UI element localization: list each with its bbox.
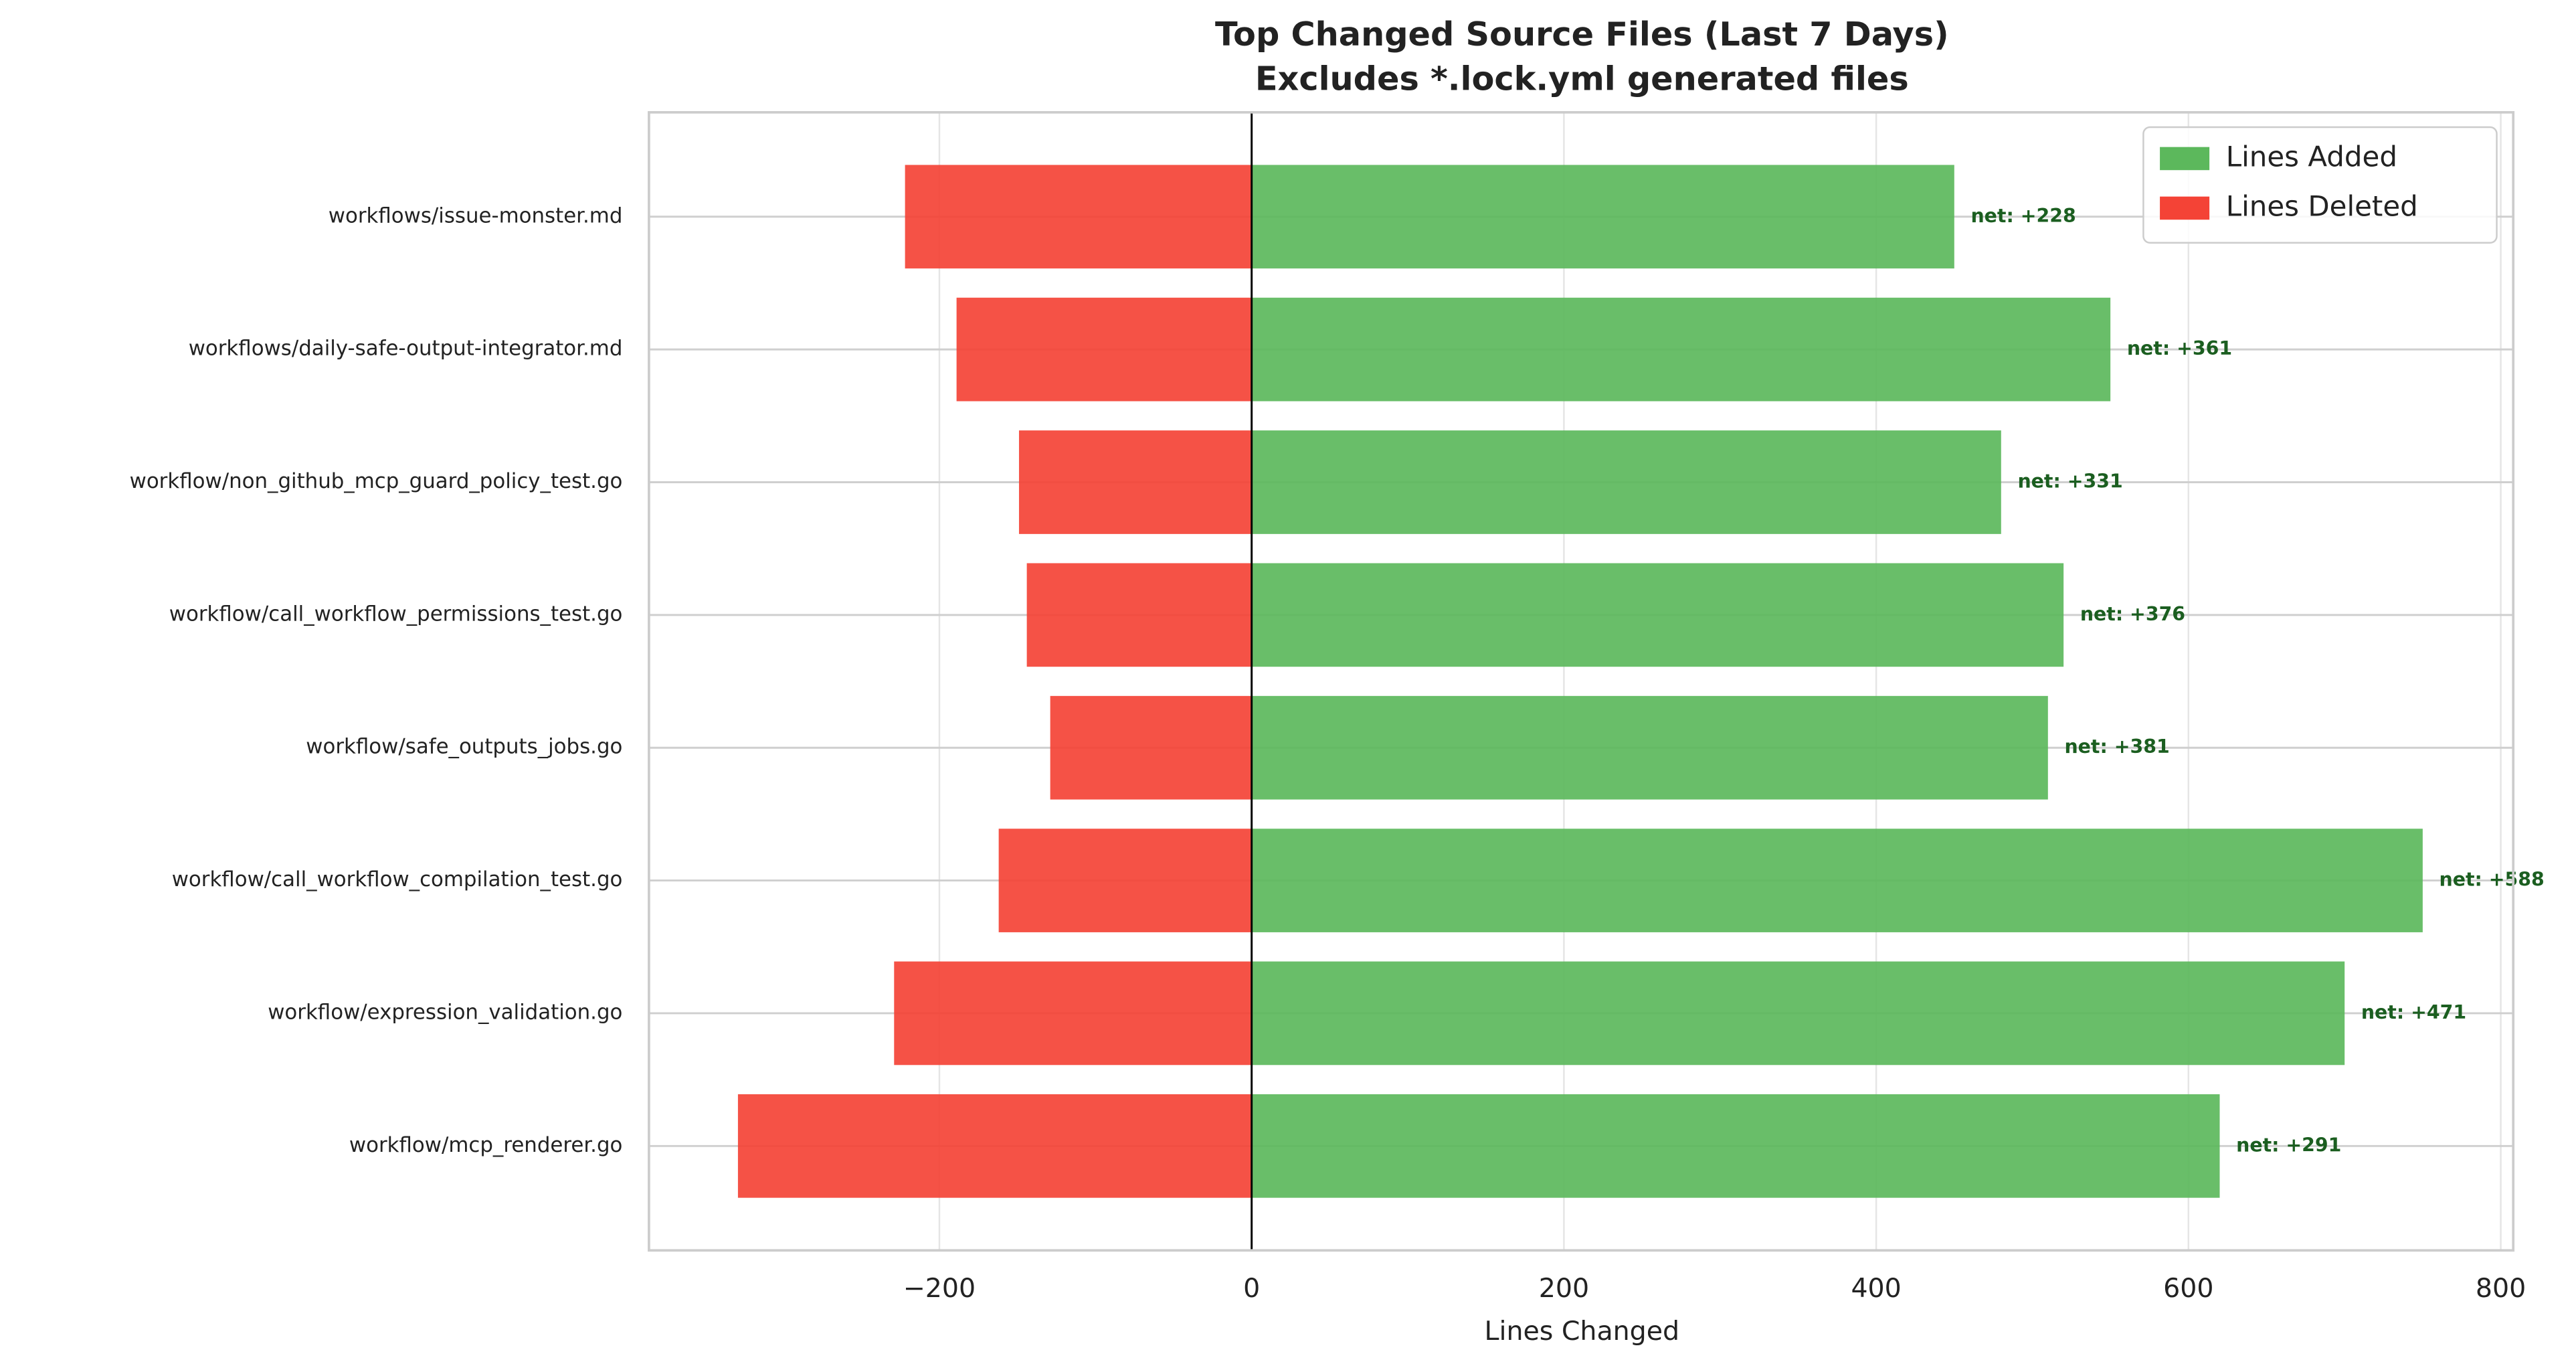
net-label: net: +381 [2064,736,2169,758]
y-tick-label: workflows/daily-safe-output-integrator.m… [189,337,623,361]
bar [1251,961,2345,1065]
x-tick-label: 200 [1539,1273,1589,1304]
net-label: net: +331 [2017,470,2122,492]
net-label: net: +228 [1970,205,2076,227]
x-axis-label: Lines Changed [1485,1316,1680,1347]
bar [1050,695,1252,800]
y-tick-label: workflow/safe_outputs_jobs.go [306,735,622,759]
bar [1251,430,2001,534]
net-label: net: +291 [2236,1134,2341,1156]
bar [1251,165,1954,269]
legend-swatch [2160,196,2210,220]
net-label: net: +588 [2440,869,2545,891]
net-label: net: +376 [2080,603,2185,625]
y-tick-label: workflows/issue-monster.md [329,203,623,228]
x-tick-label: 600 [2163,1273,2213,1304]
bar [956,297,1252,402]
legend-swatch [2160,147,2210,171]
bar [1026,563,1252,667]
bar [1251,1094,2220,1198]
bar [1251,829,2423,932]
chart-title: Top Changed Source Files (Last 7 Days) [1215,15,1949,54]
bar [737,1094,1252,1198]
plot-frame [648,110,2515,1252]
x-tick-label: 800 [2476,1273,2526,1304]
net-label: net: +471 [2361,1001,2466,1023]
y-tick-label: workflow/call_workflow_permissions_test.… [169,602,623,626]
x-tick-label: 0 [1243,1273,1260,1304]
chart-subtitle: Excludes *.lock.yml generated files [1255,59,1909,98]
y-tick-label: workflow/call_workflow_compilation_test.… [172,867,623,891]
x-tick-label: 400 [1851,1273,1901,1304]
bar [998,829,1252,932]
bar [1018,430,1252,534]
legend-label: Lines Deleted [2226,189,2418,222]
legend-box [2142,126,2498,244]
y-tick-label: workflow/non_github_mcp_guard_policy_tes… [130,469,623,493]
bar [1251,695,2048,800]
bar [1251,297,2111,402]
bar [894,961,1252,1065]
legend-label: Lines Added [2226,140,2397,173]
net-label: net: +361 [2127,337,2232,359]
x-tick-label: −200 [903,1273,976,1304]
y-tick-label: workflow/expression_validation.go [268,1000,622,1024]
bar [905,165,1252,269]
bar [1251,563,2064,667]
y-tick-label: workflow/mcp_renderer.go [349,1133,623,1157]
